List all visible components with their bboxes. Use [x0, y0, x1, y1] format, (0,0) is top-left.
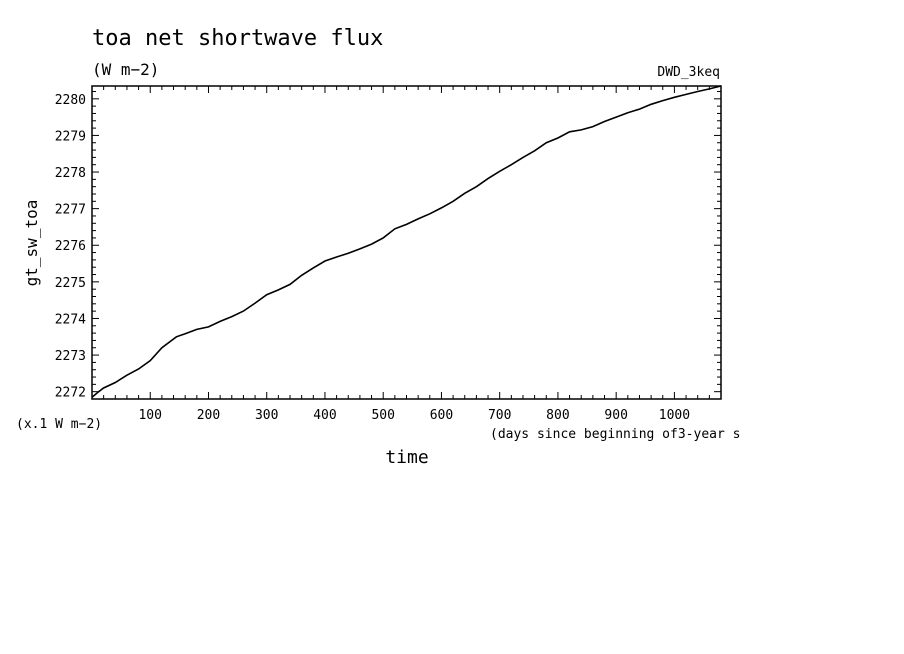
- x-tick-label: 700: [488, 408, 511, 423]
- x-tick-label: 800: [546, 408, 569, 423]
- chart-subtitle: (W m−2): [92, 60, 159, 79]
- y-axis-label: gt_sw_toa: [22, 200, 41, 287]
- x-tick-label: 600: [430, 408, 453, 423]
- y-tick-label: 2279: [55, 129, 86, 144]
- chart-title: toa net shortwave flux: [92, 26, 383, 51]
- y-axis-tick-labels: 2272 2273 2274 2275 2276 2277 2278 2279 2280: [55, 93, 86, 401]
- x-tick-label: 500: [371, 408, 394, 423]
- x-tick-label: 200: [197, 408, 220, 423]
- y-tick-label: 2275: [55, 276, 86, 291]
- y-axis-ticks: [92, 90, 721, 400]
- x-axis-tick-labels: 100 200 300 400 500 600 700 800 900 1000: [138, 408, 690, 423]
- x-axis-ticks: [103, 86, 710, 399]
- y-tick-label: 2272: [55, 386, 86, 401]
- x-tick-label: 400: [313, 408, 336, 423]
- y-tick-label: 2274: [55, 312, 86, 327]
- x-tick-label: 300: [255, 408, 278, 423]
- x-axis-unit: (days since beginning of3-year s: [490, 427, 740, 442]
- series-group: [91, 85, 722, 398]
- x-tick-label: 1000: [659, 408, 690, 423]
- chart-tag: DWD_3keq: [657, 65, 720, 80]
- x-tick-label: 900: [604, 408, 627, 423]
- y-tick-label: 2280: [55, 93, 86, 108]
- x-axis-label: time: [385, 447, 428, 468]
- series-line: [91, 85, 722, 398]
- y-axis-unit: (x.1 W m−2): [16, 417, 102, 432]
- plot-frame: [91, 85, 722, 400]
- y-tick-label: 2277: [55, 203, 86, 218]
- x-tick-label: 100: [138, 408, 161, 423]
- y-tick-label: 2273: [55, 349, 86, 364]
- y-tick-label: 2276: [55, 239, 86, 254]
- y-tick-label: 2278: [55, 166, 86, 181]
